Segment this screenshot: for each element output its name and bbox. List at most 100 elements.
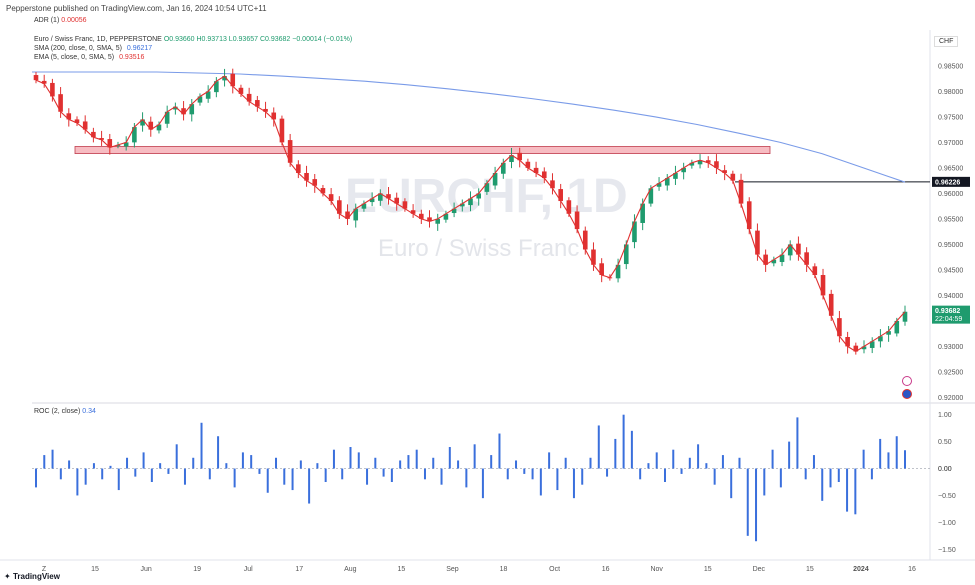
candle-up — [123, 142, 129, 147]
roc-bar — [490, 455, 493, 469]
roc-tick-label: −1.50 — [938, 547, 956, 554]
roc-bar — [804, 468, 807, 480]
candle-up — [664, 178, 670, 186]
roc-bar — [324, 468, 327, 482]
adr-indicator[interactable]: ADR (1) 0.00056 — [34, 17, 87, 24]
watermark-name: Euro / Swiss Franc — [378, 235, 579, 262]
ohlc-values: O0.93660 H0.93713 L0.93657 C0.93682 −0.0… — [163, 36, 353, 43]
candle-down — [566, 200, 572, 214]
candle-down — [279, 118, 285, 143]
candle-down — [714, 161, 719, 168]
roc-bar — [134, 468, 137, 477]
time-tick-label: Z — [42, 566, 47, 573]
candle-down — [533, 167, 539, 173]
roc-bar — [812, 455, 815, 469]
candle-up — [132, 127, 137, 143]
roc-bar — [622, 414, 625, 469]
price-tick-label: 0.93000 — [938, 344, 963, 351]
last-price-countdown: 22:04:59 — [935, 316, 962, 323]
roc-bar — [498, 433, 501, 469]
roc-bar — [713, 468, 716, 485]
resistance-zone — [74, 146, 771, 155]
roc-bar — [763, 468, 766, 496]
roc-value: 0.34 — [82, 408, 96, 415]
candle-down — [722, 170, 727, 173]
roc-bar — [51, 449, 54, 469]
roc-bar — [117, 468, 120, 491]
tradingview-logo-icon: ✦ — [4, 572, 11, 581]
candle-down — [738, 179, 744, 204]
sma-value: 0.96217 — [126, 45, 153, 52]
candle-down — [296, 164, 301, 173]
roc-bar — [341, 468, 344, 480]
candle-down — [91, 131, 96, 138]
candle-up — [648, 188, 654, 204]
price-tick-label: 0.96000 — [938, 191, 963, 198]
roc-bar — [539, 468, 542, 496]
roc-tick-label: −0.50 — [938, 493, 956, 500]
candle-up — [369, 198, 375, 203]
roc-bar — [796, 417, 799, 469]
candle-up — [500, 162, 506, 174]
roc-bar — [846, 468, 849, 512]
roc-bar — [457, 460, 460, 469]
price-legend[interactable]: Euro / Swiss Franc, 1D, PEPPERSTONE O0.9… — [34, 35, 352, 62]
price-tick-label: 0.97500 — [938, 114, 963, 121]
candle-up — [205, 91, 211, 99]
candle-up — [460, 203, 465, 207]
candle-up — [435, 218, 441, 224]
roc-bar — [506, 468, 509, 480]
roc-bar — [639, 468, 642, 480]
currency-button[interactable]: CHF — [934, 36, 959, 47]
roc-bar — [266, 468, 269, 493]
candle-down — [591, 249, 596, 265]
candle-down — [755, 230, 760, 255]
roc-bar — [672, 449, 675, 469]
candle-up — [476, 193, 481, 199]
candle-up — [697, 160, 703, 165]
candle-down — [558, 189, 563, 202]
publisher-header: Pepperstone published on TradingView.com… — [6, 4, 267, 13]
time-tick-label: 19 — [193, 566, 201, 573]
price-tick-label: 0.96500 — [938, 165, 963, 172]
last-price-label: 0.93682 — [935, 308, 960, 315]
candle-up — [353, 208, 359, 221]
candle-up — [640, 203, 645, 223]
roc-bar — [76, 468, 79, 496]
candle-down — [837, 318, 842, 337]
candle-down — [99, 138, 104, 140]
roc-bar — [663, 468, 666, 482]
roc-bar — [821, 468, 824, 501]
roc-bar — [606, 468, 609, 477]
candle-down — [238, 87, 244, 94]
tradingview-footer: ✦ TradingView — [4, 572, 60, 581]
roc-bar — [192, 457, 195, 469]
roc-bar — [332, 449, 335, 469]
roc-bar — [630, 430, 633, 469]
candle-down — [74, 119, 80, 123]
adr-value: 0.00056 — [61, 17, 87, 24]
price-tick-label: 0.94500 — [938, 267, 963, 274]
roc-bar — [688, 457, 691, 469]
candle-down — [820, 275, 826, 296]
roc-legend[interactable]: ROC (2, close) 0.34 — [34, 408, 96, 415]
adr-label: ADR (1) — [34, 17, 60, 24]
roc-bar — [291, 468, 294, 491]
candle-down — [386, 194, 391, 199]
candle-down — [82, 121, 88, 130]
candle-up — [156, 124, 162, 131]
price-tick-label: 0.98500 — [938, 63, 963, 70]
candle-up — [771, 259, 777, 264]
time-tick-label: 16 — [602, 566, 610, 573]
roc-bar — [697, 444, 700, 469]
roc-bar — [523, 468, 526, 474]
roc-bar — [432, 457, 435, 469]
time-tick-label: 18 — [500, 566, 508, 573]
earnings-icon — [902, 389, 912, 399]
roc-bar — [887, 452, 890, 469]
time-tick-label: Jul — [244, 566, 253, 573]
candle-down — [845, 336, 850, 347]
roc-bar — [299, 460, 302, 469]
roc-bar — [680, 468, 683, 474]
